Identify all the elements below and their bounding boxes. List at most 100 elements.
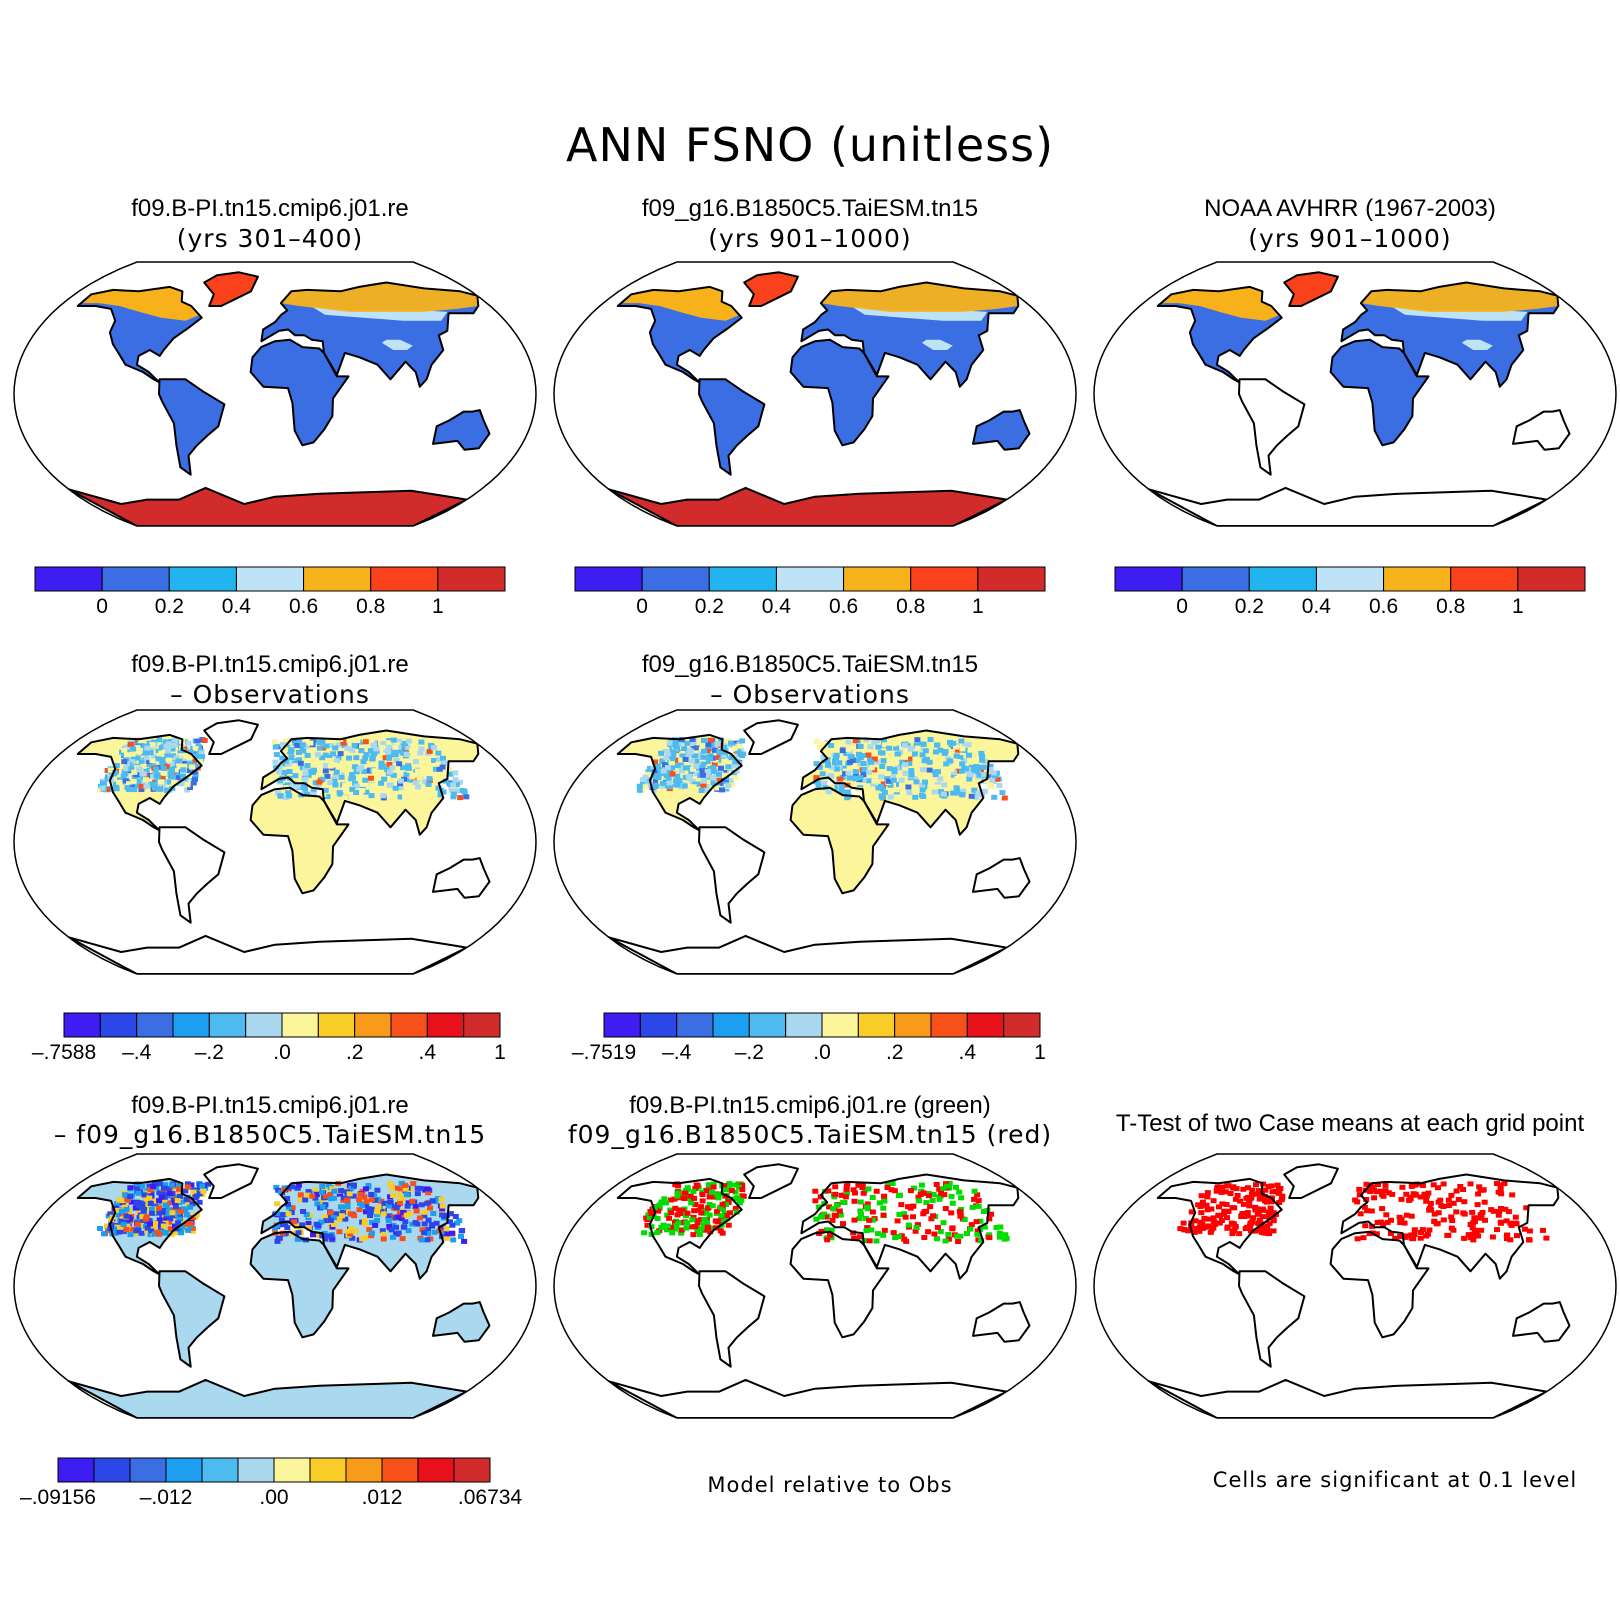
grid-cell xyxy=(387,752,394,758)
grid-cell xyxy=(138,1222,145,1228)
colorbar-swatch xyxy=(426,1012,465,1038)
grid-cell xyxy=(135,1190,142,1196)
grid-cell xyxy=(304,763,311,769)
grid-cell xyxy=(677,737,684,743)
grid-cell xyxy=(692,748,699,754)
map-case1 xyxy=(13,261,537,527)
colorbar-swatch xyxy=(317,1012,356,1038)
land-south-america xyxy=(699,379,765,475)
grid-cell xyxy=(322,1236,329,1242)
grid-cell xyxy=(825,789,832,795)
coastline-north-america xyxy=(1156,1177,1283,1276)
grid-cell xyxy=(1374,1220,1381,1225)
land-greenland xyxy=(1284,1164,1338,1198)
grid-cell xyxy=(696,1207,703,1213)
grid-cell xyxy=(646,1215,653,1221)
grid-cell xyxy=(981,788,988,794)
grid-cell xyxy=(1233,1186,1240,1192)
grid-cell xyxy=(886,758,893,763)
coastline-eurasia xyxy=(1340,281,1560,388)
grid-cell xyxy=(666,768,673,774)
grid-cell xyxy=(720,754,727,760)
grid-cell xyxy=(932,772,939,778)
colorbar-swatch xyxy=(345,1457,383,1483)
grid-cell xyxy=(286,793,293,799)
grid-cell xyxy=(349,1235,356,1241)
land-south-america xyxy=(159,827,225,923)
grid-cell xyxy=(1218,1218,1225,1223)
grid-cell xyxy=(700,772,706,778)
grid-cell xyxy=(843,751,850,756)
grid-cell xyxy=(338,1188,345,1194)
grid-cell xyxy=(966,752,972,758)
grid-cell xyxy=(274,1201,281,1207)
grid-cell xyxy=(428,1222,435,1228)
grid-cell xyxy=(911,751,918,757)
grid-cell xyxy=(273,1184,280,1190)
grid-cell xyxy=(362,1186,369,1192)
grid-cell xyxy=(354,737,361,743)
grid-cell xyxy=(1215,1212,1222,1218)
grid-cell xyxy=(678,757,685,763)
coastline-eurasia xyxy=(1340,1173,1560,1280)
colorbar-case1-obs: –.7588 –.4 –.2.0.2.4 1 xyxy=(32,1012,506,1064)
grid-cell xyxy=(895,1234,902,1239)
grid-cell xyxy=(1467,1181,1474,1187)
grid-cell xyxy=(144,1225,151,1231)
grid-cell xyxy=(418,746,425,752)
colorbar-label: –.7588 xyxy=(32,1041,96,1064)
grid-cell xyxy=(875,785,882,791)
grid-cell xyxy=(1366,1231,1373,1237)
grid-cell xyxy=(721,744,727,750)
grid-cell xyxy=(179,1224,186,1230)
panel-ttest-note: Cells are significant at 0.1 level xyxy=(1212,1468,1578,1492)
grid-cell xyxy=(379,763,386,769)
grid-cell xyxy=(666,1215,673,1221)
grid-cell xyxy=(669,765,675,771)
grid-cell xyxy=(693,1182,700,1188)
grid-cell xyxy=(302,776,309,782)
grid-cell xyxy=(881,738,887,744)
grid-cell xyxy=(842,771,849,777)
grid-cell xyxy=(457,795,464,801)
grid-cell xyxy=(1257,1224,1264,1230)
grid-cell xyxy=(387,1181,394,1187)
grid-cell xyxy=(947,766,954,772)
grid-cell xyxy=(890,774,897,780)
grid-cell xyxy=(113,763,120,768)
grid-cell xyxy=(382,755,389,761)
grid-cell xyxy=(184,1212,190,1218)
grid-cell xyxy=(968,793,975,799)
grid-cell xyxy=(821,1211,827,1217)
grid-cell xyxy=(979,757,986,763)
grid-cell xyxy=(865,1186,872,1192)
grid-cell xyxy=(332,782,339,788)
grid-cell xyxy=(417,750,424,756)
colorbar-label: 0.8 xyxy=(896,595,925,618)
coastline-eurasia xyxy=(800,729,1020,836)
grid-cell xyxy=(825,771,832,776)
grid-cell xyxy=(1526,1228,1533,1234)
grid-cell xyxy=(833,766,840,772)
grid-cell xyxy=(362,1218,368,1224)
coastline-eurasia xyxy=(800,281,1020,388)
grid-cell xyxy=(1369,1223,1376,1229)
grid-cell xyxy=(908,780,915,786)
grid-cell xyxy=(1411,1227,1418,1233)
grid-cell xyxy=(666,780,673,786)
grid-cell xyxy=(397,1201,403,1206)
snow-band-north-eurasia xyxy=(280,282,479,312)
grid-cell xyxy=(941,750,948,756)
grid-cell xyxy=(172,1203,179,1209)
grid-cell xyxy=(688,1200,695,1206)
grid-cell xyxy=(912,1228,919,1234)
grid-cell xyxy=(123,1207,130,1212)
grid-cell xyxy=(685,774,692,780)
grid-cell xyxy=(906,790,913,796)
grid-cell xyxy=(316,779,323,785)
colorbar-swatch xyxy=(641,566,710,592)
grid-cell xyxy=(710,741,717,747)
grid-cell xyxy=(395,1230,402,1236)
grid-cell xyxy=(978,750,985,756)
grid-cell xyxy=(412,1204,419,1209)
